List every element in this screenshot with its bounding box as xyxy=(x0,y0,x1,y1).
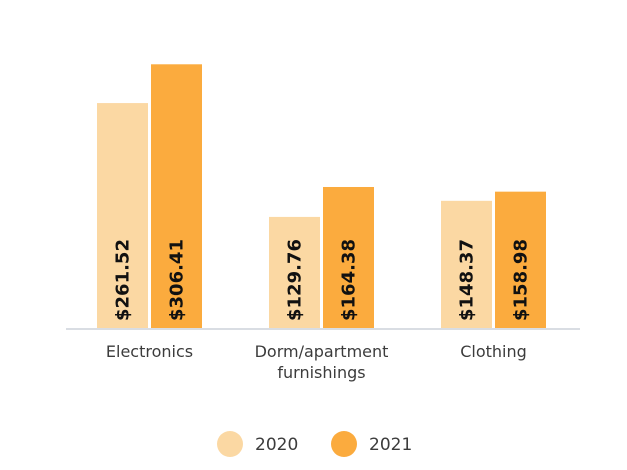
legend-label-2020: 2020 xyxy=(255,435,298,455)
bar-2020-0 xyxy=(97,103,148,329)
value-label-2021-2: $158.98 xyxy=(511,239,532,321)
bar-2020-1 xyxy=(269,216,320,329)
category-label-1: Dorm/apartment furnishings xyxy=(255,342,389,382)
bar-2020-2 xyxy=(441,200,492,329)
value-label-2020-1: $129.76 xyxy=(285,239,306,321)
category-label-2: Clothing xyxy=(460,342,527,361)
bars-layer xyxy=(97,64,546,329)
category-label-line: furnishings xyxy=(277,363,365,382)
legend-marker-2020 xyxy=(217,431,243,457)
bar-2021-2 xyxy=(495,191,546,329)
category-label-line: Dorm/apartment xyxy=(255,342,389,361)
value-label-2020-0: $261.52 xyxy=(113,239,134,321)
value-label-2021-0: $306.41 xyxy=(167,239,188,321)
bar-2021-0 xyxy=(151,64,202,329)
legend-label-2021: 2021 xyxy=(369,435,412,455)
value-label-2021-1: $164.38 xyxy=(339,239,360,321)
category-label-line: Electronics xyxy=(106,342,193,361)
category-label-0: Electronics xyxy=(106,342,193,361)
category-label-line: Clothing xyxy=(460,342,527,361)
value-label-2020-2: $148.37 xyxy=(457,239,478,321)
category-labels-layer: Electronics Dorm/apartment furnishings Clot… xyxy=(106,342,527,382)
bar-2021-1 xyxy=(323,186,374,329)
legend-marker-2021 xyxy=(331,431,357,457)
legend: 2020 2021 xyxy=(217,431,412,457)
value-labels-layer: $261.52 $306.41 $129.76 $164.38 $148.37 $158.… xyxy=(113,239,532,321)
